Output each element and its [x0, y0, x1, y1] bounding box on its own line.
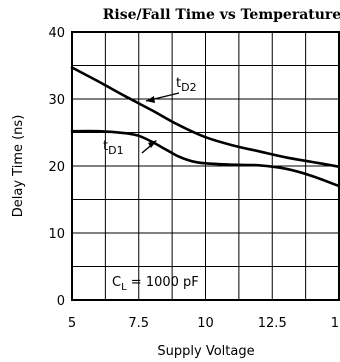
y-tick-label: 30: [48, 93, 65, 108]
load-capacitance-annotation: CL = 1000 pF: [112, 275, 199, 293]
x-tick-label: 15: [331, 316, 340, 331]
y-axis-label: Delay Time (ns): [11, 115, 26, 218]
chart-title: Rise/Fall Time vs Temperature: [103, 7, 340, 23]
x-tick-label: 7.5: [128, 316, 149, 331]
y-tick-label: 40: [48, 26, 65, 41]
series-arrowhead-td1: [148, 140, 157, 148]
series-label-td2: tD2: [176, 76, 197, 94]
series-line-td2: [70, 66, 340, 168]
x-tick-labels: 5 7.5 10 12.5 15: [68, 316, 340, 331]
series-arrowhead-td2: [146, 96, 155, 103]
y-tick-label: 20: [48, 160, 65, 175]
x-tick-label: 5: [68, 316, 76, 331]
series-label-td1: tD1: [103, 139, 124, 157]
series-group: [70, 66, 340, 188]
grid-lines: [72, 32, 339, 300]
x-tick-label: 10: [197, 316, 214, 331]
x-axis-label: Supply Voltage: [157, 344, 254, 359]
y-tick-label: 0: [57, 294, 65, 309]
y-tick-label: 10: [48, 227, 65, 242]
x-tick-label: 12.5: [258, 316, 287, 331]
y-tick-labels: 0 10 20 30 40: [48, 26, 65, 309]
series-line-td1: [70, 129, 340, 188]
